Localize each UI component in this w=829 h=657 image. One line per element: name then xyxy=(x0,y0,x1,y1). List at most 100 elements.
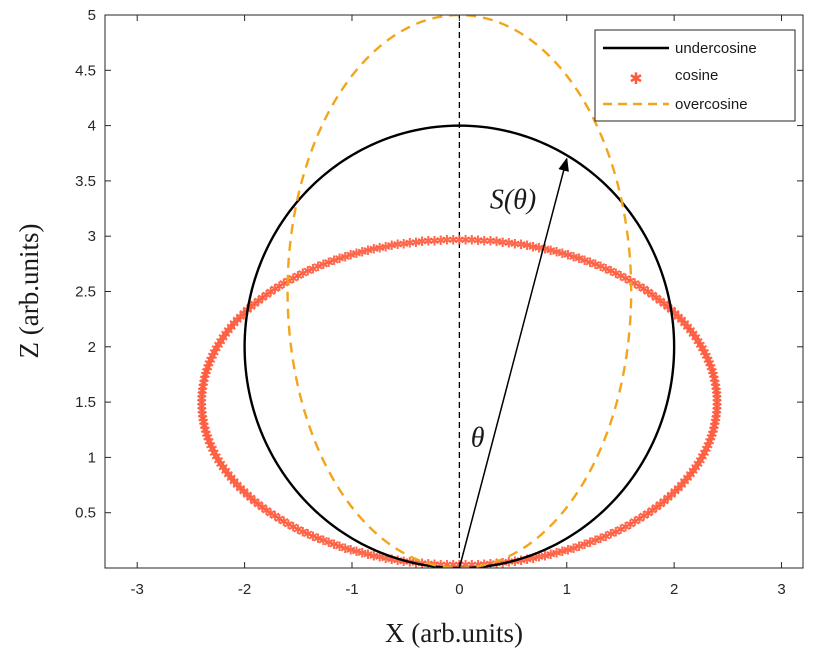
cosine-marker: ✱ xyxy=(261,504,272,519)
cosine-marker: ✱ xyxy=(615,269,626,284)
cosine-marker: ✱ xyxy=(704,435,715,450)
cosine-marker: ✱ xyxy=(708,369,719,384)
cosine-marker: ✱ xyxy=(232,314,243,329)
cosine-marker: ✱ xyxy=(690,461,701,476)
cosine-marker: ✱ xyxy=(703,353,714,368)
cosine-marker: ✱ xyxy=(708,423,719,438)
y-tick-label: 3 xyxy=(88,228,96,245)
cosine-marker: ✱ xyxy=(497,556,508,571)
cosine-marker: ✱ xyxy=(345,544,356,559)
cosine-marker: ✱ xyxy=(706,431,717,446)
cosine-marker: ✱ xyxy=(238,307,249,322)
cosine-marker: ✱ xyxy=(235,482,246,497)
cosine-marker: ✱ xyxy=(197,412,208,427)
cosine-marker: ✱ xyxy=(651,501,662,516)
cosine-marker: ✱ xyxy=(568,250,579,265)
legend-swatch-cosine: ✱ xyxy=(629,69,642,88)
cosine-marker: ✱ xyxy=(223,468,234,483)
cosine-marker: ✱ xyxy=(201,427,212,442)
cosine-marker: ✱ xyxy=(202,431,213,446)
cosine-marker: ✱ xyxy=(579,254,590,269)
cosine-marker: ✱ xyxy=(201,365,212,380)
cosine-marker: ✱ xyxy=(479,234,490,249)
cosine-marker: ✱ xyxy=(473,558,484,573)
cosine-marker: ✱ xyxy=(215,457,226,472)
cosine-marker: ✱ xyxy=(610,525,621,540)
cosine-marker: ✱ xyxy=(710,412,721,427)
cosine-marker: ✱ xyxy=(503,237,514,252)
cosine-marker: ✱ xyxy=(226,472,237,487)
cosine-marker: ✱ xyxy=(435,234,446,249)
cosine-marker: ✱ xyxy=(207,350,218,365)
cosine-marker: ✱ xyxy=(199,373,210,388)
cosine-marker: ✱ xyxy=(313,532,324,547)
cosine-marker: ✱ xyxy=(249,297,260,312)
cosine-marker: ✱ xyxy=(213,338,224,353)
cosine-marker: ✱ xyxy=(620,520,631,535)
cosine-marker: ✱ xyxy=(417,235,428,250)
cosine-marker: ✱ xyxy=(563,249,574,264)
legend-label-undercosine: undercosine xyxy=(675,40,757,57)
cosine-marker: ✱ xyxy=(679,475,690,490)
cosine-marker: ✱ xyxy=(404,237,415,252)
cosine-marker: ✱ xyxy=(712,400,723,415)
cosine-marker: ✱ xyxy=(196,404,207,419)
cosine-marker: ✱ xyxy=(302,528,313,543)
cosine-marker: ✱ xyxy=(205,439,216,454)
cosine-marker: ✱ xyxy=(557,545,568,560)
cosine-marker: ✱ xyxy=(386,239,397,254)
annotation-theta: θ xyxy=(471,422,485,453)
cosine-marker: ✱ xyxy=(380,240,391,255)
cosine-marker: ✱ xyxy=(643,285,654,300)
cosine-marker: ✱ xyxy=(357,246,368,261)
cosine-marker: ✱ xyxy=(655,498,666,513)
cosine-marker: ✱ xyxy=(688,328,699,343)
cosine-marker: ✱ xyxy=(198,416,209,431)
cosine-marker: ✱ xyxy=(659,495,670,510)
cosine-marker: ✱ xyxy=(257,501,268,516)
cosine-marker: ✱ xyxy=(454,234,465,249)
plot-frame xyxy=(104,14,804,569)
cosine-marker: ✱ xyxy=(528,240,539,255)
cosine-marker: ✱ xyxy=(704,357,715,372)
cosine-marker: ✱ xyxy=(655,294,666,309)
cosine-marker: ✱ xyxy=(710,380,721,395)
cosine-marker: ✱ xyxy=(232,479,243,494)
cosine-marker: ✱ xyxy=(238,485,249,500)
y-tick-label: 2 xyxy=(88,339,96,356)
cosine-marker: ✱ xyxy=(197,384,208,399)
cosine-marker: ✱ xyxy=(707,365,718,380)
cosine-marker: ✱ xyxy=(605,528,616,543)
cosine-marker: ✱ xyxy=(545,244,556,259)
cosine-marker: ✱ xyxy=(693,457,704,472)
cosine-marker: ✱ xyxy=(479,558,490,573)
cosine-marker: ✱ xyxy=(363,548,374,563)
cosine-marker: ✱ xyxy=(703,439,714,454)
y-tick-label: 3.5 xyxy=(75,173,96,190)
cosine-marker: ✱ xyxy=(466,234,477,249)
cosine-marker: ✱ xyxy=(629,515,640,530)
cosine-marker: ✱ xyxy=(701,443,712,458)
cosine-marker: ✱ xyxy=(634,280,645,295)
cosine-marker: ✱ xyxy=(215,335,226,350)
cosine-marker: ✱ xyxy=(460,559,471,574)
cosine-marker: ✱ xyxy=(706,361,717,376)
cosine-marker: ✱ xyxy=(685,468,696,483)
cosine-marker: ✱ xyxy=(585,256,596,271)
legend-label-overcosine: overcosine xyxy=(675,96,748,113)
cosine-marker: ✱ xyxy=(435,558,446,573)
cosine-marker: ✱ xyxy=(318,258,329,273)
cosine-marker: ✱ xyxy=(473,234,484,249)
cosine-marker: ✱ xyxy=(551,246,562,261)
cosine-marker: ✱ xyxy=(634,512,645,527)
legend-box xyxy=(594,29,796,122)
cosine-marker: ✱ xyxy=(229,317,240,332)
cosine-marker: ✱ xyxy=(712,396,723,411)
y-tick-label: 2.5 xyxy=(75,284,96,301)
cosine-marker: ✱ xyxy=(261,288,272,303)
cosine-marker: ✱ xyxy=(574,252,585,267)
cosine-marker: ✱ xyxy=(253,498,264,513)
cosine-marker: ✱ xyxy=(662,492,673,507)
cosine-marker: ✱ xyxy=(429,558,440,573)
